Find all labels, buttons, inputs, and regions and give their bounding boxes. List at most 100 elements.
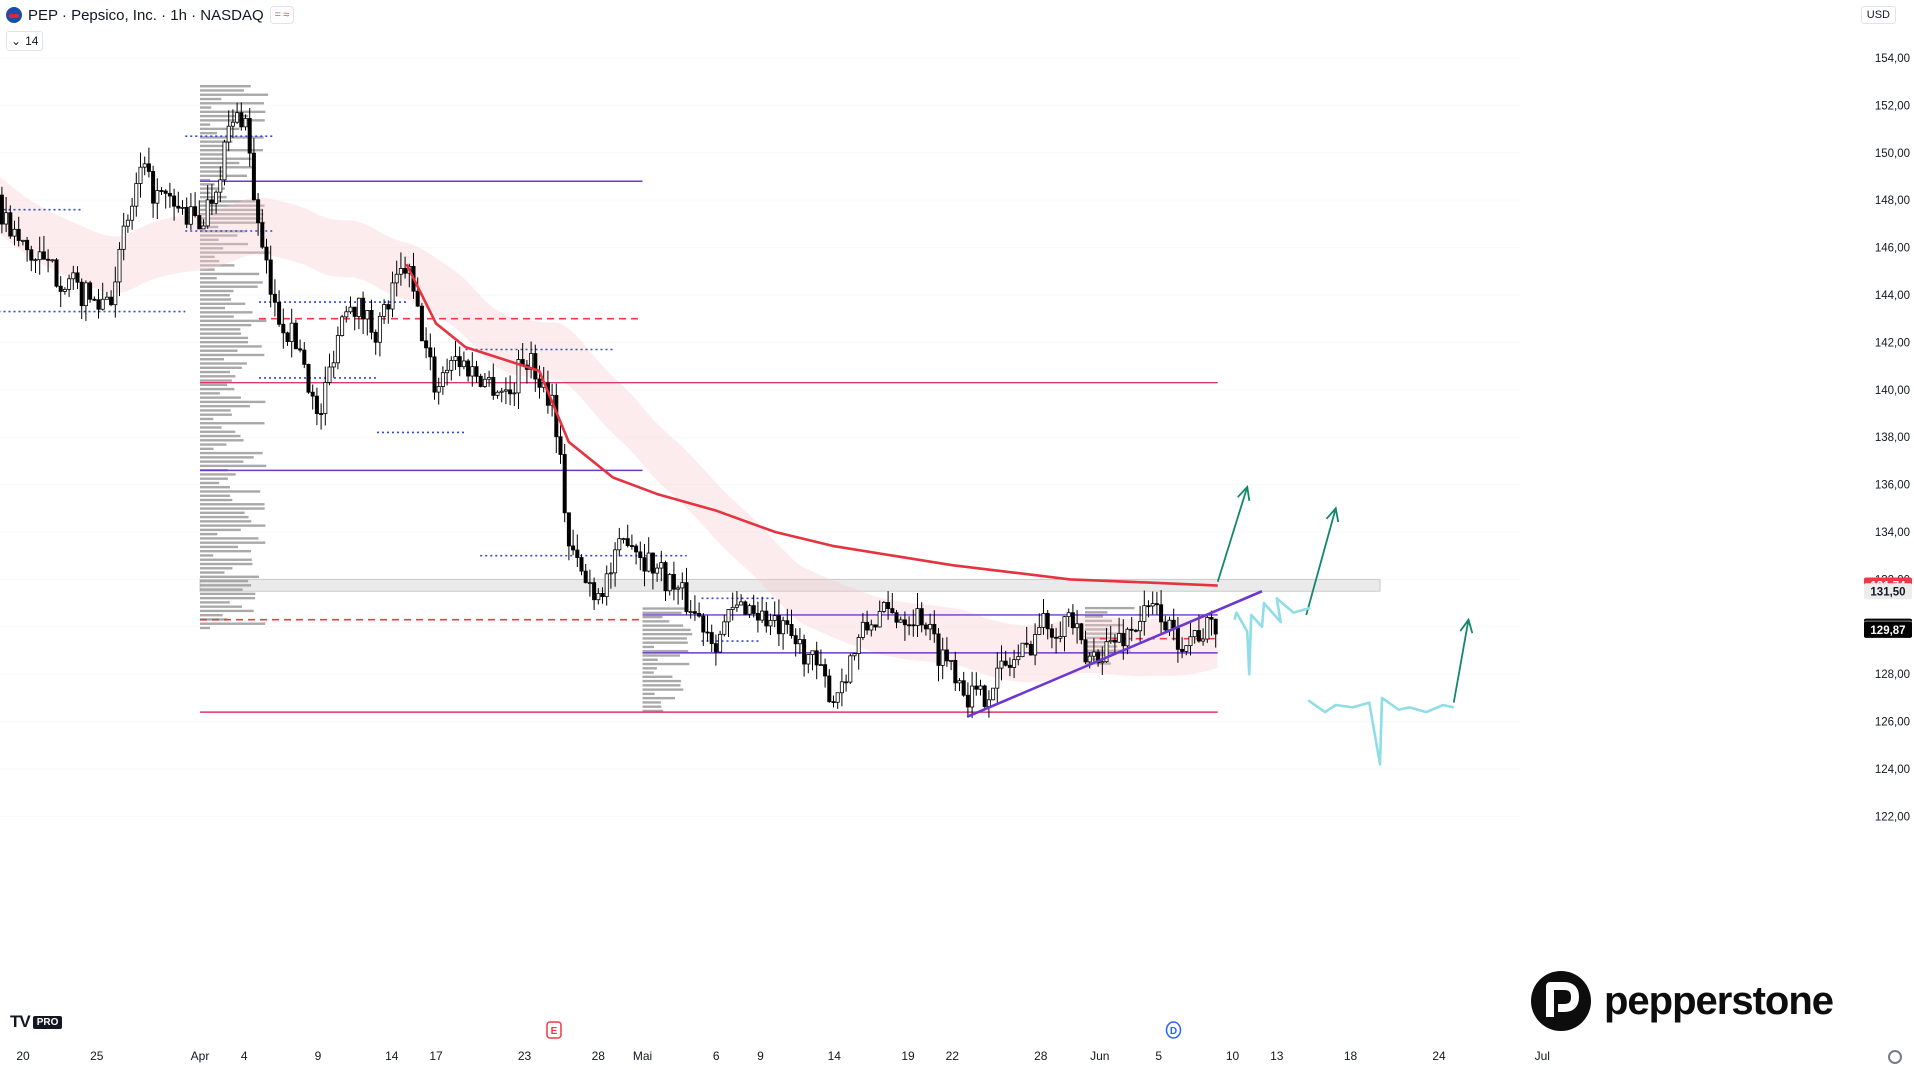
volume-profile-bar <box>642 637 687 640</box>
volume-profile-bar <box>200 234 238 237</box>
volume-profile-bar <box>200 183 215 186</box>
volume-profile-bar <box>200 537 259 540</box>
volume-profile-bar <box>200 464 267 468</box>
tradingview-logo[interactable]: TV PRO <box>10 1012 63 1032</box>
candle-body <box>293 322 298 350</box>
volume-profile-bar <box>1085 615 1103 618</box>
candle-body <box>1125 628 1130 647</box>
candle-body <box>25 239 30 251</box>
candle-body <box>562 454 567 514</box>
gear-icon[interactable] <box>1888 1050 1902 1064</box>
volume-profile-bar <box>200 200 256 203</box>
volume-profile-bar <box>200 451 263 455</box>
event-marker-label: D <box>1170 1026 1177 1037</box>
candle-body <box>4 212 9 225</box>
candle-body <box>1138 621 1143 632</box>
candle-body <box>298 348 303 351</box>
x-tick-label: 18 <box>1344 1049 1358 1063</box>
candle-body <box>537 378 542 388</box>
candle-body <box>230 121 235 127</box>
indicator-legend[interactable]: ⌄ 14 <box>6 31 44 51</box>
y-tick-label: 146,00 <box>1875 243 1910 255</box>
candle-body <box>419 305 424 342</box>
volume-profile-bar <box>200 251 270 254</box>
symbol-title[interactable]: PEP · Pepsico, Inc. · 1h · NASDAQ <box>28 6 264 24</box>
candle-body <box>936 633 941 666</box>
candle-body <box>1129 628 1134 631</box>
candle-body <box>100 298 105 310</box>
candle-body <box>50 259 55 262</box>
compare-toggle[interactable]: = ≈ <box>269 6 295 24</box>
candle-body <box>592 582 597 601</box>
candle-body <box>12 228 17 237</box>
candle-body <box>0 194 4 225</box>
candle-body <box>331 362 336 368</box>
volume-profile-bar <box>200 486 230 489</box>
candle-body <box>130 205 135 221</box>
volume-profile-bar <box>642 679 682 683</box>
volume-profile-bar <box>1085 623 1125 627</box>
volume-profile-bar <box>200 592 256 596</box>
volume-profile-bar <box>200 477 228 480</box>
candle-body <box>768 619 773 627</box>
candle-body <box>621 538 626 540</box>
candle-body <box>314 395 319 414</box>
volume-profile-bar <box>200 550 252 553</box>
candle-body <box>256 199 261 224</box>
volume-profile-bar <box>200 89 244 92</box>
candle-body <box>79 281 84 307</box>
x-tick-label: 9 <box>315 1049 322 1063</box>
x-tick-label: 24 <box>1432 1049 1446 1063</box>
volume-profile-bar <box>200 426 222 429</box>
candle-body <box>902 619 907 626</box>
candle-body <box>1045 613 1050 630</box>
currency-selector[interactable]: USD <box>1860 6 1896 24</box>
candle-body <box>713 643 718 653</box>
candle-body <box>1016 656 1021 661</box>
volume-profile-bar <box>200 323 252 327</box>
candle-body <box>722 621 727 635</box>
candle-body <box>928 623 933 630</box>
candle-body <box>944 649 949 662</box>
volume-profile-bar <box>200 97 222 101</box>
candle-body <box>949 659 954 662</box>
candle-body <box>1049 628 1054 638</box>
volume-profile-bar <box>200 208 264 212</box>
volume-profile-bar <box>200 481 220 485</box>
candle-body <box>1033 634 1038 656</box>
volume-profile-bar <box>642 675 673 679</box>
candle-body <box>499 390 504 393</box>
candle-body <box>894 612 899 623</box>
candle-body <box>1037 626 1042 635</box>
pepperstone-wordmark: pepperstone <box>1604 978 1834 1023</box>
y-tick-label: 150,00 <box>1875 148 1910 160</box>
pepsico-logo-icon <box>6 7 22 23</box>
x-tick-label: 5 <box>1155 1049 1162 1063</box>
volume-profile-bar <box>200 85 251 88</box>
volume-profile-bar <box>200 362 247 365</box>
candle-body <box>415 290 420 307</box>
candle-body <box>646 552 651 572</box>
volume-profile-bar <box>200 532 218 536</box>
candle-body <box>739 601 744 606</box>
candle-body <box>886 602 891 609</box>
candle-body <box>810 650 815 655</box>
candle-body <box>432 356 437 393</box>
price-tag <box>1864 621 1912 638</box>
volume-profile-bar <box>642 696 676 700</box>
candle-body <box>1096 651 1101 664</box>
candle-body <box>982 685 987 707</box>
candle-body <box>1058 636 1063 639</box>
x-tick-label: 23 <box>518 1049 532 1063</box>
volume-profile-bar <box>200 127 240 131</box>
volume-profile-bar <box>200 136 264 139</box>
candle-body <box>495 391 500 396</box>
chevron-down-icon[interactable]: ⌄ <box>11 34 22 48</box>
volume-profile-bar <box>200 225 219 229</box>
candle-body <box>37 251 42 261</box>
volume-profile-bar <box>200 170 224 173</box>
candle-body <box>974 685 979 690</box>
volume-profile-bar <box>200 289 234 293</box>
volume-profile-bar <box>200 498 233 502</box>
